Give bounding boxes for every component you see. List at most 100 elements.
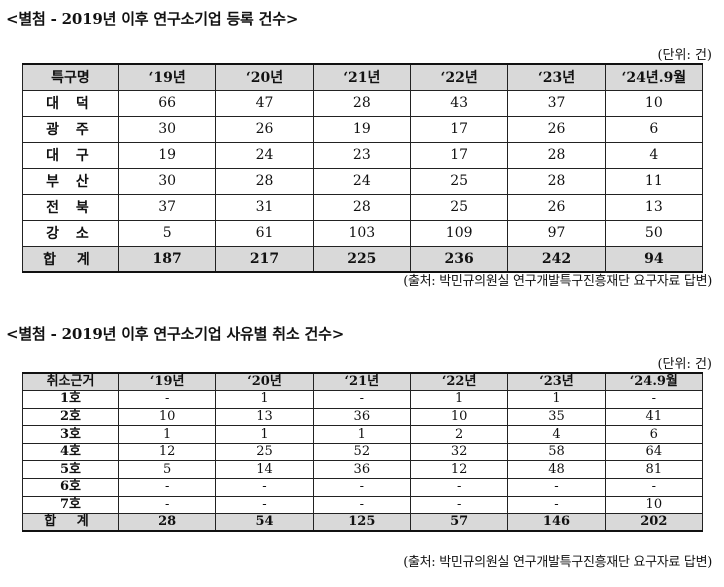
table-cell: -: [117, 478, 217, 497]
table-cell: -: [215, 495, 314, 515]
table-cell: 35: [507, 407, 606, 427]
table-cell: -: [312, 478, 411, 497]
table-cell: 31: [215, 193, 314, 221]
table-cell: 37: [507, 89, 606, 117]
row-label: 강 소: [22, 219, 119, 247]
table-cell: 36: [312, 460, 411, 480]
table-row: 4호 12 25 52 32 58 64: [22, 442, 704, 462]
row-label: 대 덕: [22, 89, 119, 117]
row-label: 전 북: [22, 193, 119, 221]
table-cell: -: [117, 495, 217, 515]
section2-unit: (단위: 건): [657, 357, 712, 372]
total-cell: 54: [215, 513, 314, 532]
table-cell: 12: [409, 460, 509, 480]
table-cell: 61: [215, 219, 314, 247]
table-cell: 23: [312, 141, 411, 169]
column-header: ‘23년: [507, 372, 606, 392]
column-header: ‘23년: [507, 63, 606, 91]
table-cell: 25: [409, 193, 509, 221]
table-cell: 28: [215, 167, 314, 195]
table-row: 전 북 37 31 28 25 26 13: [22, 193, 704, 221]
table-cell: -: [409, 495, 509, 515]
table-cell: 2: [409, 425, 509, 444]
row-label: 6호: [22, 478, 119, 497]
table-cell: 6: [604, 425, 704, 444]
table-cell: 47: [215, 89, 314, 117]
table-cell: 17: [409, 115, 509, 143]
registration-table: 특구명 ‘19년 ‘20년 ‘21년 ‘22년 ‘23년 ‘24년.9월 대 덕 66 47 28…: [22, 63, 704, 273]
table-row: 1호 -1-1 1-: [22, 390, 704, 409]
table-cell: 32: [409, 442, 509, 462]
row-label: 광 주: [22, 115, 119, 143]
cancellation-table: 취소근거 ‘19년 ‘20년 ‘21년 ‘22년 ‘23년 ‘24.9월 1호 -1-1 1-2…: [22, 372, 704, 533]
table-cell: 36: [312, 407, 411, 427]
table-cell: 1: [215, 390, 314, 409]
table-row: 대 구 19 24 23 17 28 4: [22, 141, 704, 169]
column-header: ‘20년: [215, 63, 314, 91]
table-cell: 48: [507, 460, 606, 480]
table-cell: -: [117, 390, 217, 409]
row-label: 7호: [22, 495, 119, 515]
table-cell: -: [312, 390, 411, 409]
column-header: ‘19년: [117, 372, 217, 392]
total-cell: 242: [507, 245, 606, 273]
table-cell: -: [507, 495, 606, 515]
table-cell: 50: [604, 219, 704, 247]
table-cell: 97: [507, 219, 606, 247]
table-cell: 13: [604, 193, 704, 221]
table-row: 6호 - - - - - -: [22, 478, 704, 497]
table-cell: 10: [117, 407, 217, 427]
table-cell: 52: [312, 442, 411, 462]
table-cell: 43: [409, 89, 509, 117]
total-label: 합 계: [22, 513, 119, 532]
table-cell: 10: [604, 495, 704, 515]
table-cell: 12: [117, 442, 217, 462]
table-cell: 1: [507, 390, 606, 409]
table-cell: 28: [507, 141, 606, 169]
column-header: ‘24.9월: [604, 372, 704, 392]
column-header: ‘22년: [409, 63, 509, 91]
table-cell: 28: [507, 167, 606, 195]
row-label: 대 구: [22, 141, 119, 169]
table-cell: 64: [604, 442, 704, 462]
table-cell: 1: [117, 425, 217, 444]
table-cell: 26: [215, 115, 314, 143]
table-cell: 81: [604, 460, 704, 480]
table-cell: 26: [507, 193, 606, 221]
table-cell: 10: [409, 407, 509, 427]
table-cell: 30: [117, 115, 217, 143]
total-label: 합 계: [22, 245, 119, 273]
table-cell: 4: [604, 141, 704, 169]
table-row: 강 소 5 61 103 109 97 50: [22, 219, 704, 247]
column-header: ‘24년.9월: [604, 63, 704, 91]
table-cell: -: [604, 390, 704, 409]
table-row: 3호 1 1 1 2 4 6: [22, 425, 704, 444]
table-cell: 5: [117, 460, 217, 480]
column-header: 특구명: [22, 63, 119, 91]
section2-source: (출처: 박민규의원실 연구개발특구진흥재단 요구자료 답변): [403, 555, 712, 570]
section2-title: <별첨 - 2019년 이후 연구소기업 사유별 취소 건수>: [6, 325, 345, 343]
column-header: ‘22년: [409, 372, 509, 392]
table-cell: 58: [507, 442, 606, 462]
total-row: 합 계 187 217 225 236 242 94: [22, 245, 704, 273]
table-cell: -: [409, 478, 509, 497]
total-cell: 28: [117, 513, 217, 532]
table-cell: 25: [215, 442, 314, 462]
section1-source: (출처: 박민규의원실 연구개발특구진흥재단 요구자료 답변): [403, 274, 712, 289]
row-label: 3호: [22, 425, 119, 444]
total-cell: 94: [604, 245, 704, 273]
row-label: 5호: [22, 460, 119, 480]
column-header: ‘20년: [215, 372, 314, 392]
table-row: 부 산 30 28 24 25 28 11: [22, 167, 704, 195]
column-header: ‘21년: [312, 63, 411, 91]
column-header: 취소근거: [22, 372, 119, 392]
table-cell: -: [215, 478, 314, 497]
table-cell: 28: [312, 193, 411, 221]
table-cell: 25: [409, 167, 509, 195]
table-cell: 5: [117, 219, 217, 247]
total-cell: 125: [312, 513, 411, 532]
table-row: 7호 - - - - -10: [22, 495, 704, 515]
table-cell: -: [604, 478, 704, 497]
table-cell: 6: [604, 115, 704, 143]
table-cell: 1: [312, 425, 411, 444]
